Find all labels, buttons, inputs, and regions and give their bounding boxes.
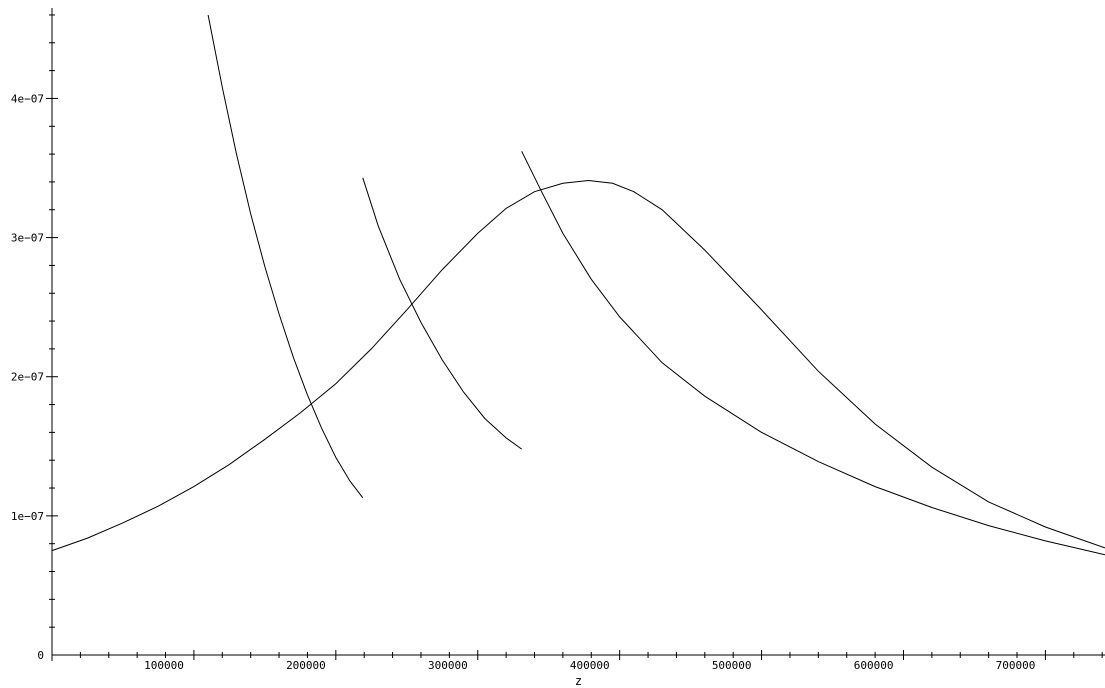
series-line-2 xyxy=(207,14,364,499)
x-tick-label: 100000 xyxy=(144,659,184,672)
y-axis: 0 1e−07 2e−07 3e−07 4e−07 xyxy=(11,8,58,662)
x-tick-label: 200000 xyxy=(286,659,326,672)
series-line-4 xyxy=(521,151,1105,556)
x-axis: 100000 200000 300000 400000 500000 600000 7000… xyxy=(52,650,1105,672)
series-group xyxy=(51,14,1105,556)
y-tick-label: 2e−07 xyxy=(11,371,44,384)
y-tick-label: 4e−07 xyxy=(11,92,44,105)
series-line-1 xyxy=(51,179,1105,552)
x-axis-label: z xyxy=(575,674,582,688)
y-tick-label: 1e−07 xyxy=(11,510,44,523)
y-tick-label: 3e−07 xyxy=(11,232,44,245)
y-tick-label: 0 xyxy=(37,649,44,662)
x-tick-label: 400000 xyxy=(570,659,610,672)
x-tick-label: 700000 xyxy=(996,659,1036,672)
series-line-3 xyxy=(362,177,522,450)
x-tick-label: 300000 xyxy=(428,659,468,672)
x-tick-label: 600000 xyxy=(854,659,894,672)
x-tick-label: 500000 xyxy=(712,659,752,672)
